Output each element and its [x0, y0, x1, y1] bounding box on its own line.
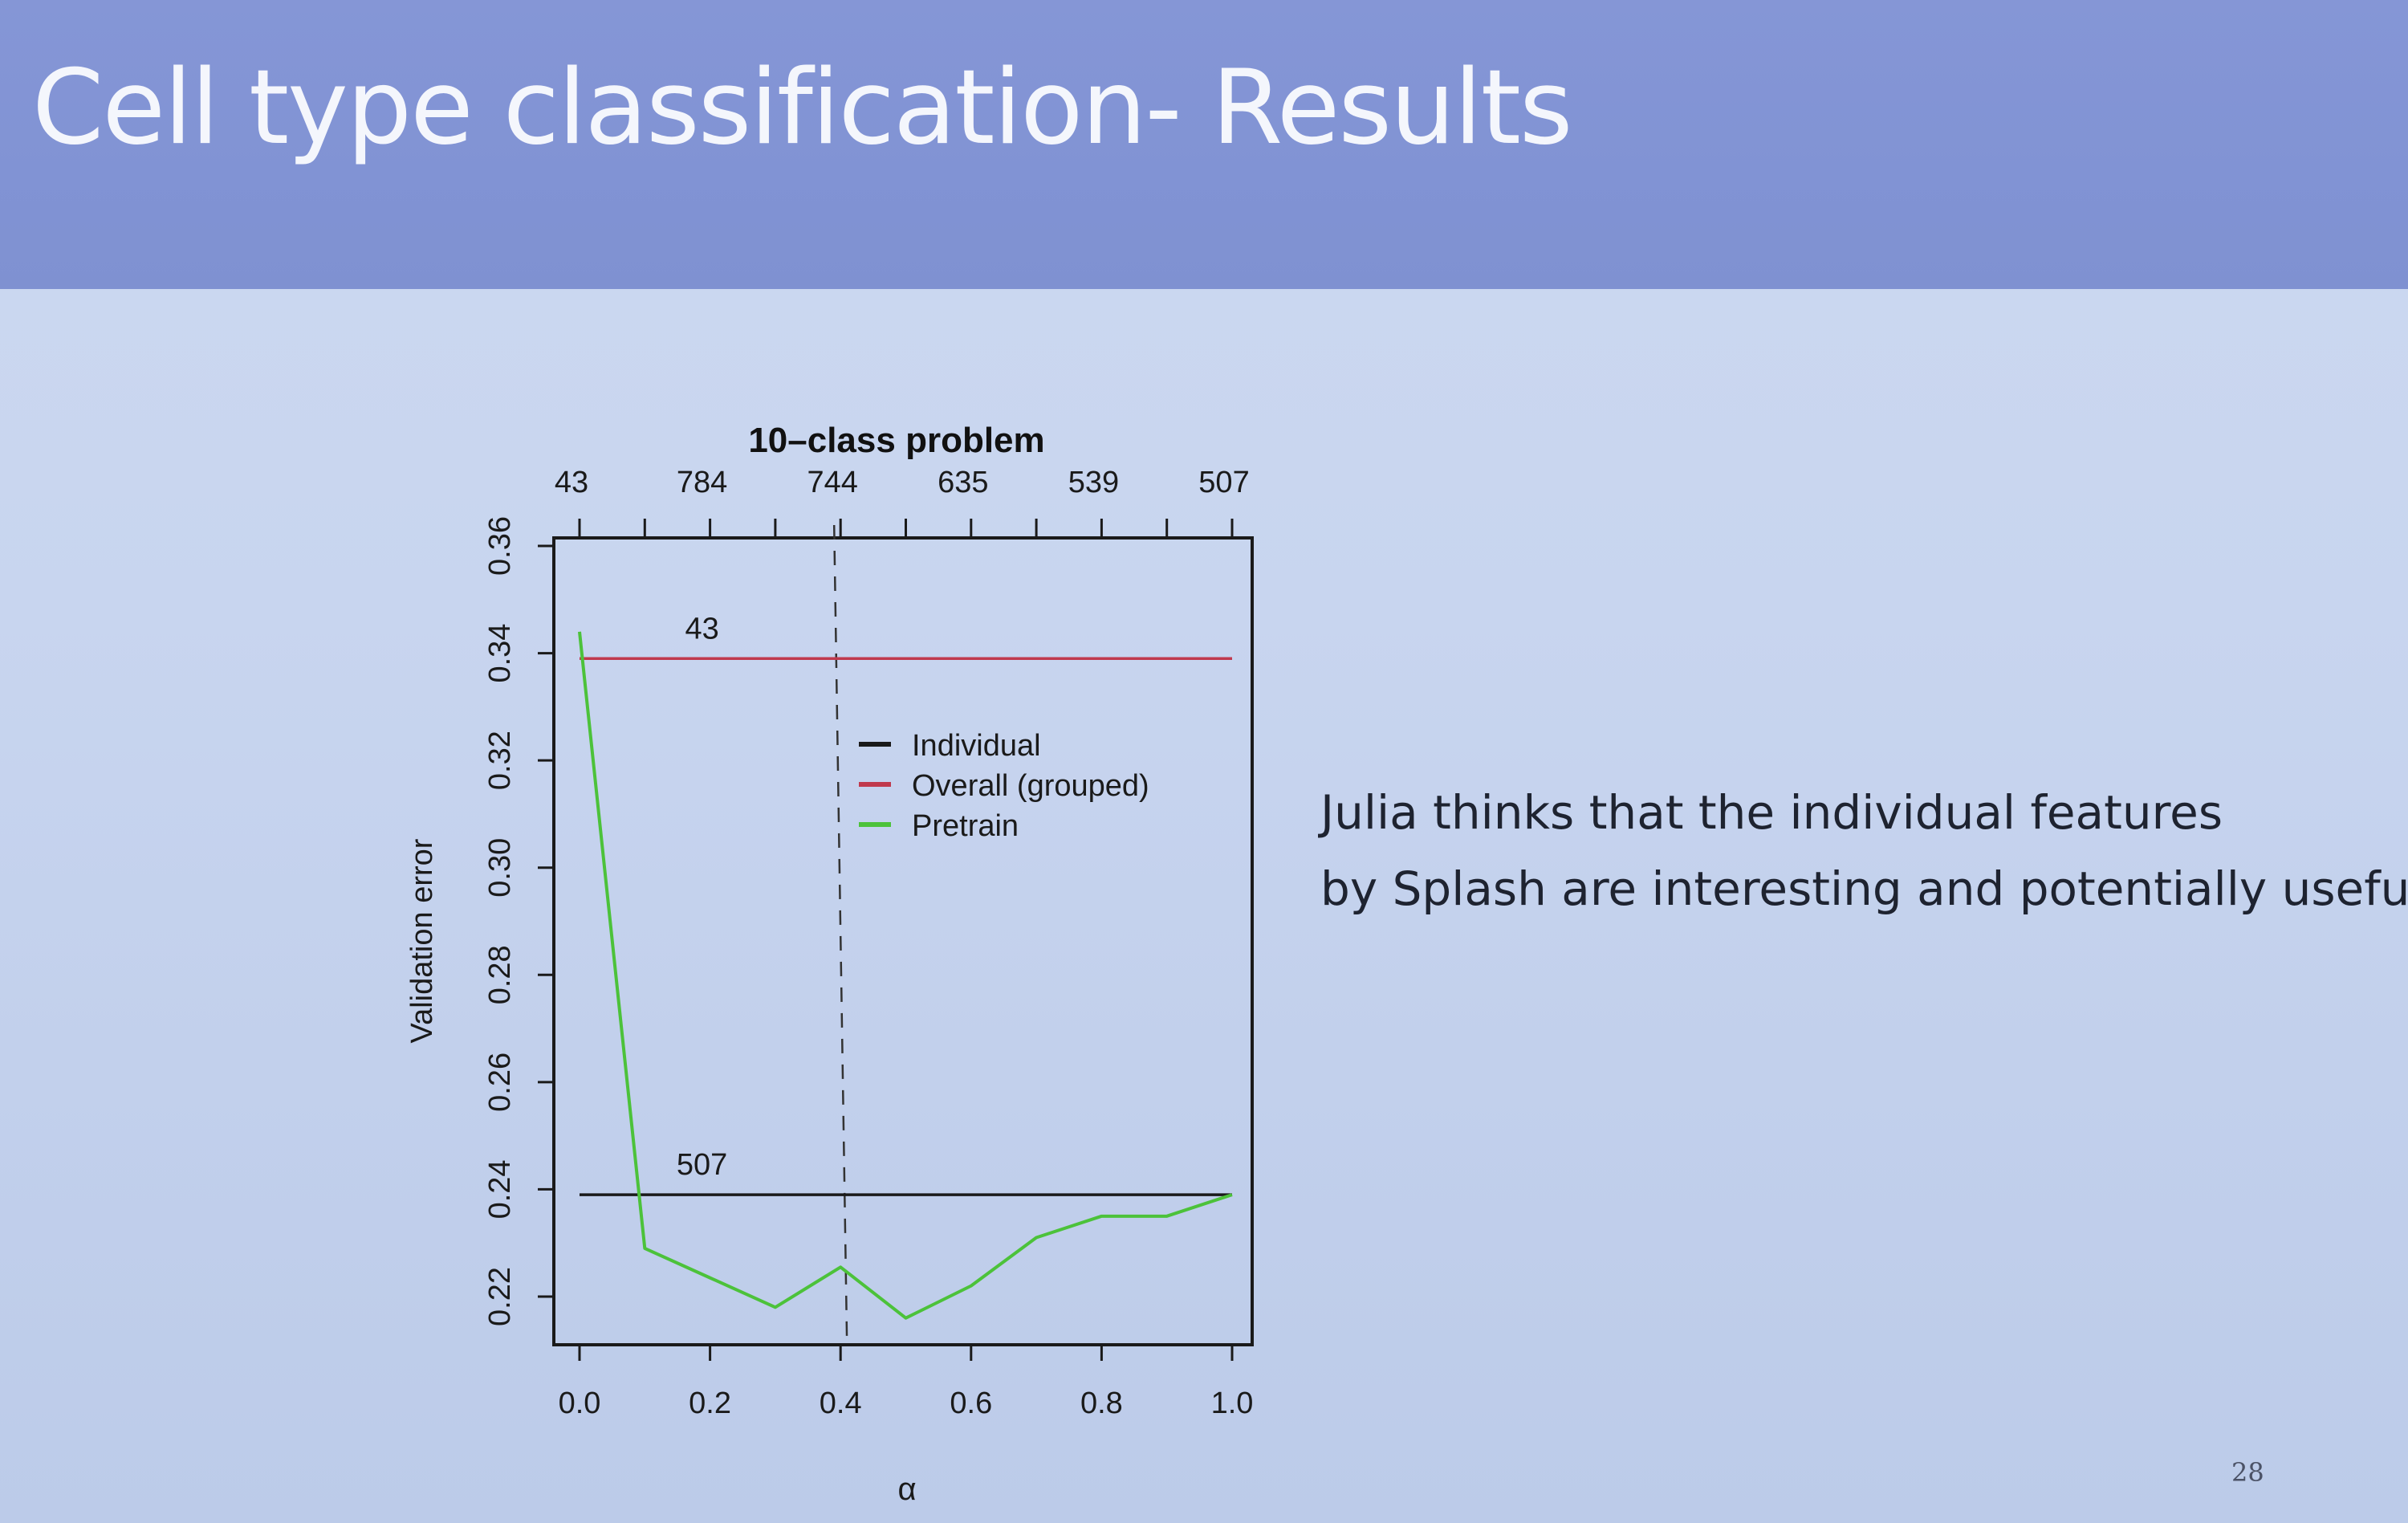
page-number: 28 — [2231, 1457, 2264, 1488]
top-axis-label: 744 — [807, 466, 857, 499]
body-line-1: Julia thinks that the individual feature… — [1320, 785, 2223, 840]
top-axis-label: 43 — [555, 466, 588, 499]
series-line-pretrain — [578, 631, 1233, 1320]
chart-title: 10–class problem — [748, 421, 1044, 460]
y-tick-label: 0.36 — [483, 516, 517, 576]
y-tick-label: 0.24 — [483, 1159, 517, 1219]
legend-label: Individual — [912, 729, 1041, 763]
y-tick-label: 0.32 — [483, 731, 517, 790]
plot-frame — [552, 536, 1254, 1346]
top-axis-label: 635 — [938, 466, 988, 499]
x-tick-label: 0.8 — [1080, 1387, 1123, 1420]
x-tick-label: 0.2 — [689, 1387, 731, 1420]
body-text: Julia thinks that the individual feature… — [1320, 775, 2408, 927]
title-bar: Cell type classification- Results — [0, 0, 2408, 289]
x-tick-label: 0.4 — [820, 1387, 862, 1420]
x-axis-label: α — [897, 1472, 916, 1507]
top-axis-label: 539 — [1068, 466, 1119, 499]
top-axis-label: 784 — [677, 466, 727, 499]
x-tick-label: 1.0 — [1211, 1387, 1254, 1420]
y-axis-label: Validation error — [405, 838, 439, 1043]
y-tick-label: 0.34 — [483, 624, 517, 683]
annotation-label: 507 — [677, 1148, 727, 1182]
y-tick-label: 0.30 — [483, 838, 517, 898]
annotation-label: 43 — [685, 612, 718, 645]
x-tick-label: 0.6 — [950, 1387, 992, 1420]
reference-vline — [832, 524, 848, 1346]
legend-label: Pretrain — [912, 809, 1019, 843]
y-tick-label: 0.28 — [483, 945, 517, 1004]
top-axis-label: 507 — [1198, 466, 1249, 499]
body-line-2: by Splash are interesting and potentiall… — [1320, 861, 2408, 916]
slide-title: Cell type classification- Results — [32, 48, 1573, 168]
y-tick-label: 0.26 — [483, 1053, 517, 1112]
legend-label: Overall (grouped) — [912, 769, 1149, 803]
y-tick-label: 0.22 — [483, 1267, 517, 1326]
x-tick-label: 0.0 — [559, 1387, 601, 1420]
